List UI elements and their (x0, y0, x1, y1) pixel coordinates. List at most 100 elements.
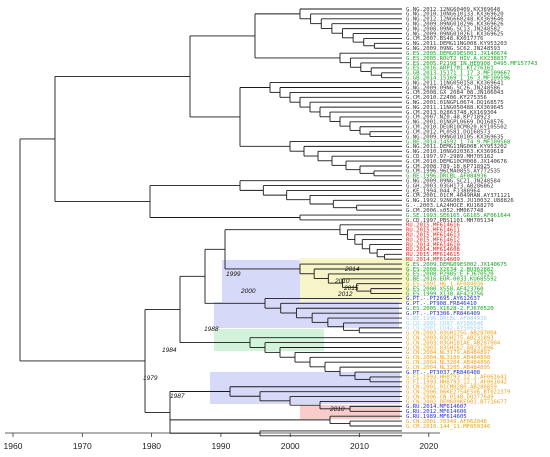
clade-bands (210, 258, 410, 419)
tip-label: G.BE.2016.EUR-0033.KU685592 (406, 277, 497, 283)
tip-label: G.PT.-.PT2695.AY612637 (406, 296, 480, 302)
tip-label: G.CM.2010.Z2406.KY275356 (406, 95, 487, 101)
node-age-label: 2000 (240, 288, 256, 295)
tip-label: G.CM.2013.02863748.KX169304 (406, 110, 498, 116)
tip-label: G.GB.2014.15169_1_16_3.MF109596 (406, 75, 510, 81)
tip-label: G.NG.2001.01NGPL0674.DQ168575 (406, 100, 504, 106)
time-axis-ticks: 1960 1970 1980 1990 2000 2010 2020 (4, 433, 439, 451)
tip-label: G.NG.1992.92NG083.JU10032.U88826 (406, 198, 514, 204)
tip-label: G.CM.2010.DEMG10CM008.JX140676 (406, 159, 507, 165)
tip-label: G.CD.1997.PBS1101.MH705134 (406, 218, 494, 224)
tip-label: G.CD.1997.97-2989.MH705162 (406, 154, 494, 160)
time-axis: 1960 1970 1980 1990 2000 2010 2020 (4, 432, 440, 451)
tip-label: RU.2015.MF614615 (406, 252, 460, 258)
tip-label: G.CN.2006.06KE2754E5V6.BT022379 (406, 389, 510, 395)
time-axis-tick-label: 2010 (350, 441, 369, 451)
time-axis-tick-label: 1970 (73, 441, 92, 451)
tip-label: G.FI.1993.HH8793_12_1.AF061641 (406, 375, 507, 381)
tip-label: G.KE.1994.044.FJ388964 (406, 188, 481, 194)
tip-label: G.FI.1993.HH8793.12.1.AF061642 (406, 380, 507, 386)
tip-label: G.ES.2009.DEMG09ES002.JX140675 (406, 262, 507, 268)
tip-label: G.RU.2014.MF614607 (406, 404, 467, 410)
tip-label: G.CN.2003.03GH181AE.AB287004 (406, 340, 501, 346)
time-axis-tick-label: 1990 (211, 441, 230, 451)
time-axis-tick-label: 2020 (419, 441, 438, 451)
node-age-label: 1979 (143, 375, 158, 382)
tip-label: G.SE.1993.SE6165.G6165.AF061644 (406, 213, 511, 219)
node-age-label: 2010 (334, 278, 350, 285)
tip-label: G.ES.2005.DEMG09ES001.JX140674 (406, 51, 508, 57)
tip-label: G.CM.2012.PL0581.DQ168573 (406, 129, 490, 135)
band-blue-low (210, 372, 400, 404)
tip-label: G.CN.2003.03GH182.AB231896 (406, 345, 494, 351)
tip-label: G.NG.2001.01NGPL0669.DQ168576 (406, 120, 504, 126)
tip-label: G.CU.2001.CU42.AY586545 (406, 326, 483, 332)
time-axis-tick-label: 2000 (281, 441, 300, 451)
tip-label: G.NG.2011.DEMG11NG008.KY953203 (406, 41, 507, 47)
tip-label: G.CN.2003.03GH175.AB231893 (406, 335, 494, 341)
tip-label: G.PT.-.PT3306.FR846409 (406, 311, 480, 317)
tip-label: G.CN.2001.76349.AF062048 (406, 419, 487, 425)
time-axis-tick-label: 1960 (4, 441, 23, 451)
tip-label: G.BE.1996.DRCBL.AF084936 (406, 316, 487, 322)
band-blue-mid (214, 302, 399, 328)
tip-label: RU.2015.MF614616 (406, 223, 460, 229)
node-age-label: 1999 (226, 271, 241, 278)
tip-label: G.CN.2004.NL3179.AB484897 (406, 350, 490, 356)
tip-label: G.ES.2005.ROUT2_HIV.A.KX238837 (406, 56, 507, 62)
tip-label: G.BE.1996.DRCBL.AF084936 (406, 174, 487, 180)
tip-label: RU.2015.MF614611 (406, 228, 460, 234)
tip-label: G.-.2003.LA24HOCE.KU168270 (406, 203, 494, 209)
band-green (214, 329, 324, 351)
tip-label: G.NG.2009.09NG.SC62.JN248593 (406, 46, 500, 52)
tip-label: G.GH.2003.03GH173.AB286862 (406, 183, 494, 189)
tip-label: G.ES.2001.HG.1.AF084936 (406, 282, 483, 288)
tip-label: G.NG.2011.11NG050158.KX369641 (406, 80, 504, 86)
tip-label: G.CN.2004.NL3204.AB484896 (406, 360, 490, 366)
tip-label: G.NG.2009.09NG010105.KX369635 (406, 134, 504, 140)
node-age-label: 2012 (337, 291, 353, 298)
band-yellow (300, 258, 410, 302)
tip-label: G.PT.-.PT908.FR846410 (406, 301, 477, 307)
tip-label: G.NG.2010.10NG020363.KX369618 (406, 149, 504, 155)
tip-label: G.CM.2007.BS48.KX017776 (406, 36, 483, 42)
tip-label: G.CN.2006.CN.0148.DQ177649 (406, 394, 494, 400)
tip-label: G.CM.2006.s052.HM067748 (406, 208, 484, 214)
time-axis-tick-label: 1980 (142, 441, 161, 451)
node-age-label: 2010 (329, 406, 345, 413)
tip-label: G.CM.2008.GX_2084_08.JN106043 (406, 90, 504, 96)
tip-label: G.CM.2001.01CM.4049HAN.AY371121 (406, 193, 510, 199)
tip-label: G.ES.2008.P2985.E.FJ670520 (406, 272, 494, 278)
tip-label: G.BE.2014.14592_1_74_9.MF109568 (406, 139, 511, 145)
node-age-label: 2014 (344, 266, 360, 273)
tip-label: G.NG.2009.09NG010296.KX369626 (406, 22, 504, 28)
tip-label: G.NG.2010.10NG610133.KX369620 (406, 12, 504, 18)
tip-label: RU.2015.MF614612 (406, 237, 460, 243)
tip-label: G.CN.2003.03GH175G.AB287004 (406, 331, 498, 337)
tip-label: G.CU.2001.CU87.AY586546 (406, 321, 483, 327)
node-age-label: 1987 (170, 393, 185, 400)
tip-label: G.CM.2010.144_11.MF050346 (406, 424, 490, 430)
node-age-label: 1988 (204, 326, 219, 333)
tip-label: RU.2014.MF614610 (406, 242, 460, 248)
tip-label: G.NG.2012.12NG660248.KX369646 (406, 17, 504, 23)
tip-label: G.PT.-.PT3037.FR846408 (406, 370, 481, 376)
tip-label: G.NG.2012.12NG60409.KX369648 (406, 7, 501, 13)
tip-label: G.ES.2016.ARP1701.KT276161 (406, 66, 494, 72)
tip-label: G.CN.2002.DEMG09KE001.BT716677 (406, 399, 507, 405)
tip-label: G.NG.2011.DEMG11NG008.KY953202 (406, 144, 507, 150)
tip-label: G.CM.2008.789-18.KP718925 (406, 164, 490, 170)
tree-branches (19, 8, 402, 437)
tip-label: G.NG.2009.09NG.SC26.JN248586 (406, 85, 500, 91)
tip-label: G.NG.2009.09NG010261.KX369625 (406, 31, 504, 37)
tip-label: G.RU.2012.MF614606 (406, 409, 467, 415)
tip-label: G.NG.2011.11NG050488.KX369645 (406, 105, 504, 111)
tip-label: RU.2014.MF614609 (406, 257, 460, 263)
tip-label: G.ES.1999.X138.AF423756 (406, 291, 483, 297)
node-age-label: 1984 (162, 347, 177, 354)
tip-label: G.RU.1989.MF614605 (406, 414, 467, 420)
tip-label: RU.2014.MF614608 (406, 247, 461, 253)
